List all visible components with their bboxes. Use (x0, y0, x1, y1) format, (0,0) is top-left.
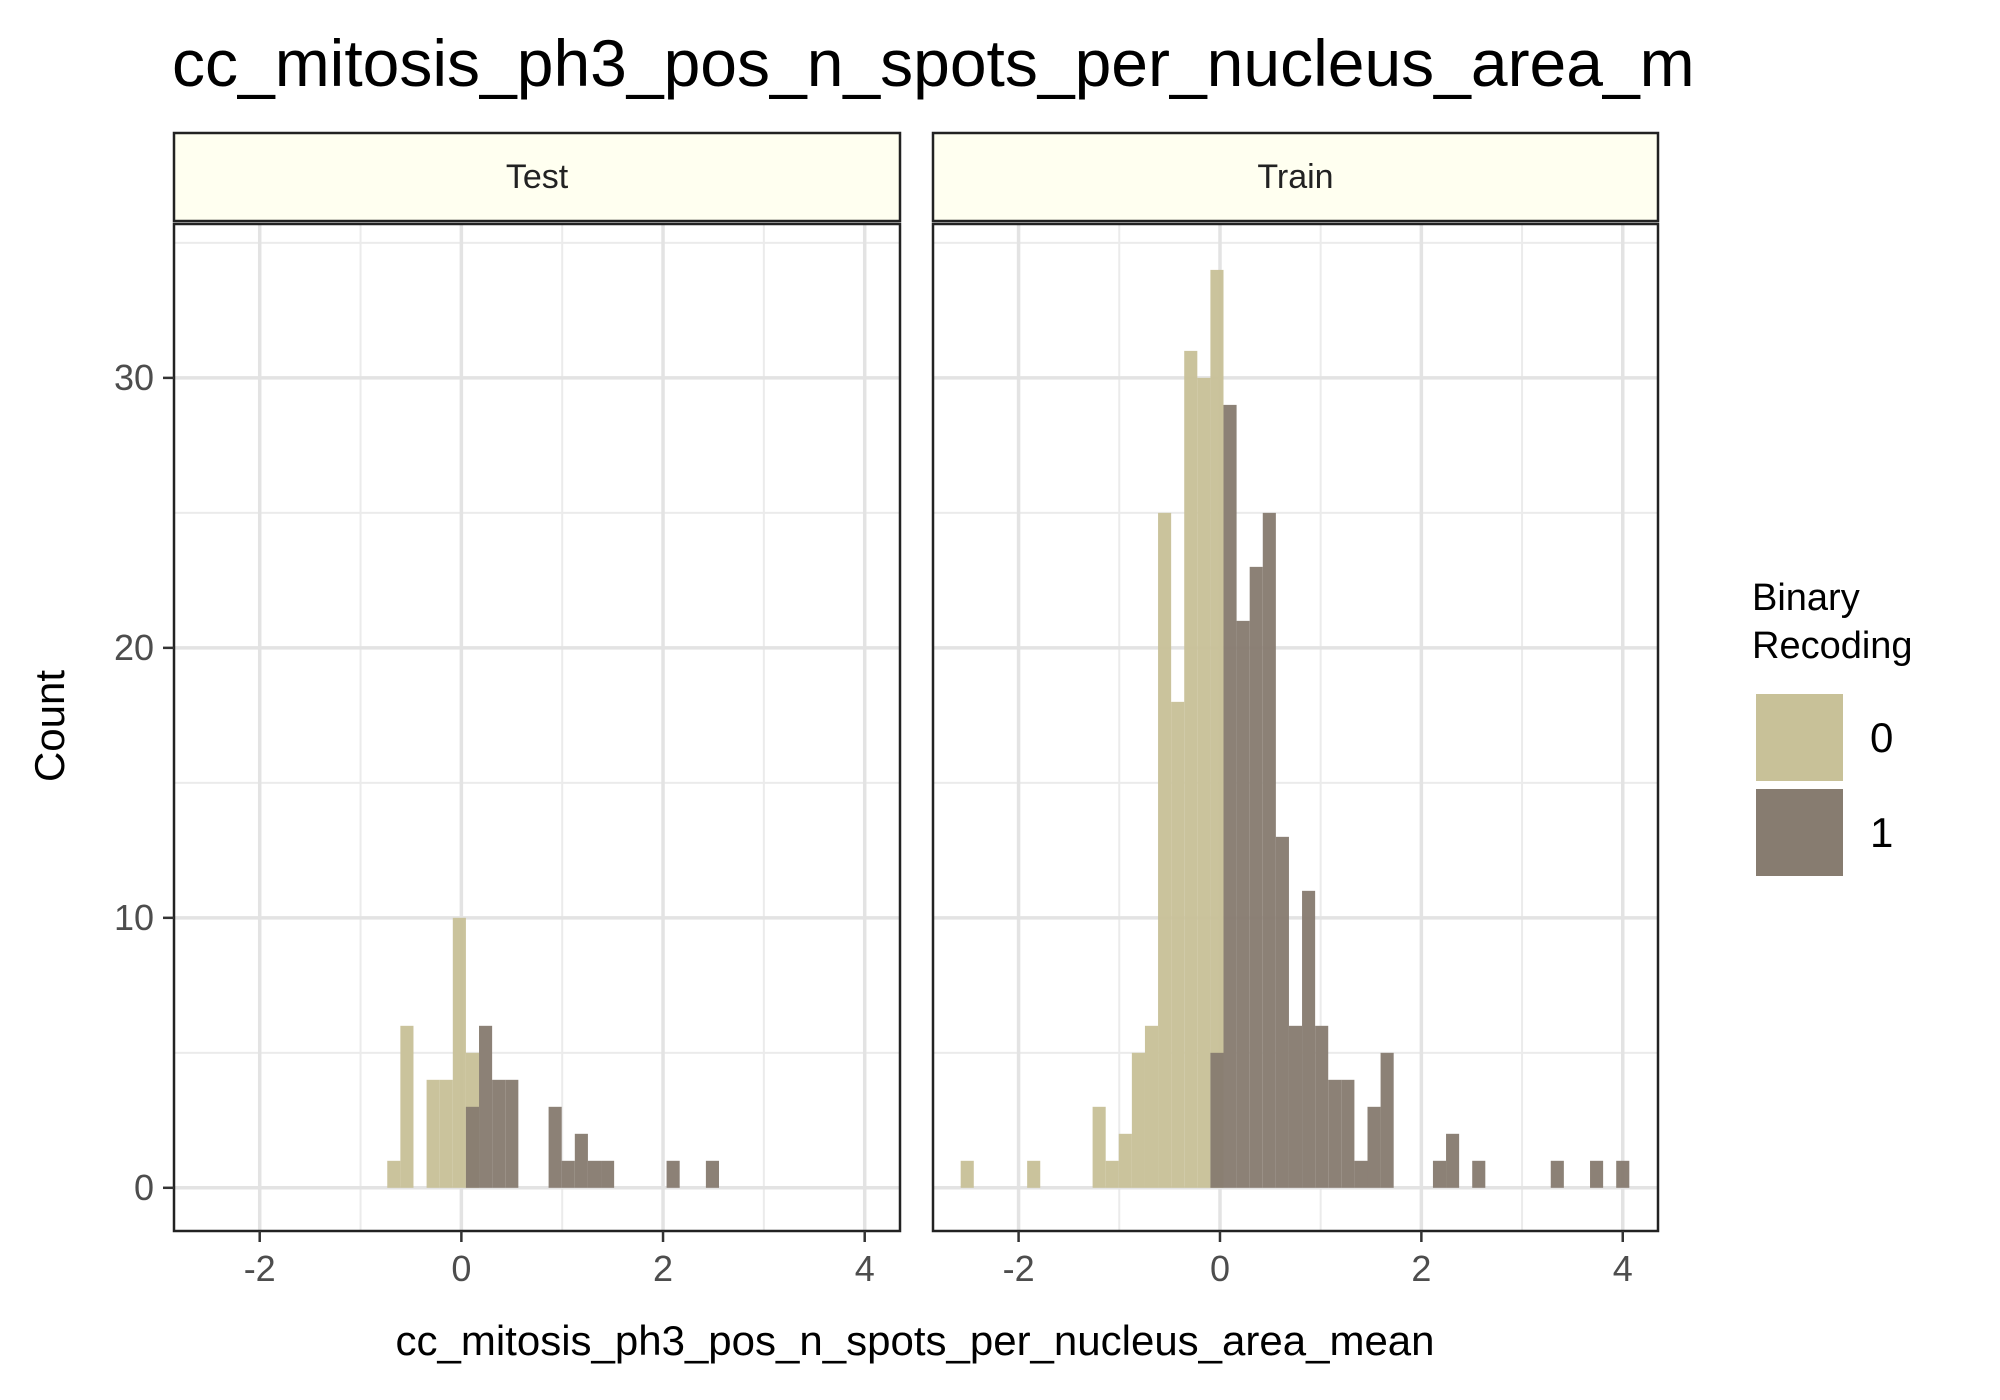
histogram-bar (1262, 512, 1276, 1188)
histogram-bar (439, 1079, 453, 1188)
histogram-bar (1131, 1052, 1145, 1188)
histogram-bar (1236, 620, 1250, 1188)
panel-background (174, 224, 900, 1231)
histogram-bar (574, 1133, 588, 1188)
histogram-bar (1184, 350, 1198, 1188)
histogram-bar (1288, 1025, 1303, 1188)
x-tick-label: 4 (1613, 1248, 1633, 1289)
x-tick-label: -2 (244, 1248, 276, 1289)
x-tick-label: 2 (1411, 1248, 1431, 1289)
legend-key (1756, 694, 1843, 781)
histogram-bar (601, 1160, 615, 1188)
histogram-bar (960, 1160, 974, 1188)
histogram-bar (1328, 1079, 1342, 1188)
histogram-bar (1341, 1079, 1355, 1188)
facet-test: Test -2 0 2 4 0 10 20 30 (114, 131, 902, 1289)
legend-title: Binary (1752, 577, 1860, 619)
histogram-bar (587, 1160, 602, 1188)
legend: Binary Recoding 0 1 (1752, 577, 1913, 876)
y-tick-label: 0 (134, 1167, 154, 1208)
histogram-bar (1210, 1052, 1224, 1188)
histogram-bar (1223, 404, 1237, 1188)
histogram-bar (505, 1079, 519, 1188)
histogram-bar (1105, 1160, 1119, 1188)
histogram-bar (1210, 269, 1224, 1188)
histogram-bar (1092, 1106, 1106, 1188)
y-axis-label: Count (26, 670, 73, 782)
facet-strip (931, 131, 1660, 223)
legend-label: 0 (1870, 714, 1893, 761)
panel-border (172, 222, 902, 1233)
facet-strip-label: Train (1257, 158, 1333, 196)
histogram-bar (1144, 1025, 1159, 1188)
y-tick-label: 10 (114, 897, 154, 938)
x-tick-label: -2 (1003, 1248, 1035, 1289)
histogram-bar (666, 1160, 680, 1188)
histogram-bar (1197, 377, 1211, 1188)
y-tick-label: 30 (114, 357, 154, 398)
histogram-bar (1380, 1052, 1394, 1188)
histogram-bar (1249, 566, 1263, 1188)
histogram-bar (1027, 1160, 1041, 1188)
histogram-bar (1616, 1160, 1630, 1188)
histogram-bar (1472, 1160, 1486, 1188)
facet-train: Train -2 0 2 4 (931, 131, 1660, 1289)
histogram-bar (465, 1106, 480, 1188)
series-1 (465, 1025, 720, 1188)
histogram-bar (426, 1079, 440, 1188)
histogram-bar (1550, 1160, 1564, 1188)
facet-strip (172, 131, 902, 223)
histogram-bar (387, 1160, 401, 1188)
histogram-bar (1171, 701, 1185, 1188)
legend-title: Recoding (1752, 625, 1913, 667)
histogram-bar (479, 1025, 493, 1188)
histogram-bar (1590, 1160, 1604, 1188)
histogram-bar (1446, 1133, 1460, 1188)
histogram-bar (561, 1160, 575, 1188)
x-tick-label: 0 (1210, 1248, 1230, 1289)
x-axis-label: cc_mitosis_ph3_pos_n_spots_per_nucleus_a… (395, 1317, 1434, 1364)
histogram-bar (1158, 512, 1172, 1188)
x-tick-label: 4 (855, 1248, 875, 1289)
gridlines (174, 224, 900, 1231)
histogram-bar (1354, 1160, 1368, 1188)
histogram-bar (1367, 1106, 1381, 1188)
x-tick-label: 0 (451, 1248, 471, 1289)
histogram-bar (492, 1079, 506, 1188)
histogram-bar (400, 1025, 414, 1188)
histogram-bar (1275, 836, 1289, 1188)
histogram-bar (1118, 1133, 1132, 1188)
series-1 (1210, 404, 1630, 1188)
histogram-bar (1302, 890, 1316, 1188)
histogram-bar (1432, 1160, 1447, 1188)
histogram-bar (548, 1106, 562, 1188)
x-tick-label: 2 (653, 1248, 673, 1289)
series-0 (960, 269, 1224, 1188)
legend-key (1756, 789, 1843, 876)
chart-title: cc_mitosis_ph3_pos_n_spots_per_nucleus_a… (172, 26, 1695, 100)
legend-label: 1 (1870, 809, 1893, 856)
histogram-bar (452, 917, 466, 1188)
panel-border (931, 222, 1660, 1233)
histogram-bar (705, 1160, 720, 1188)
facet-panels: Test -2 0 2 4 0 10 20 30 Train -2 0 2 4 (114, 131, 1660, 1289)
histogram-bar (1315, 1025, 1329, 1188)
y-tick-label: 20 (114, 627, 154, 668)
facet-strip-label: Test (506, 158, 569, 196)
